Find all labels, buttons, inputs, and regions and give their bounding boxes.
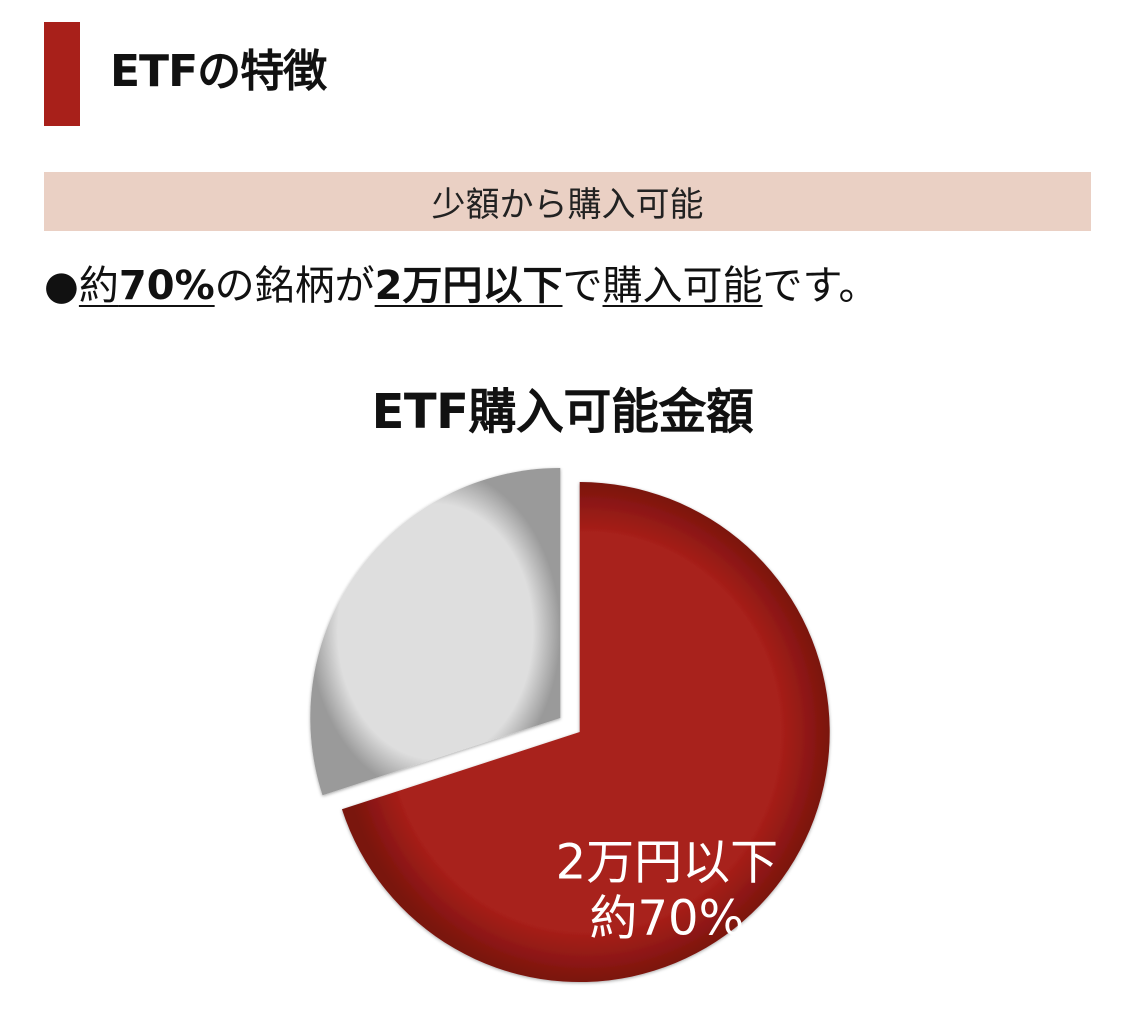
statement-part-amount: 2万円以下 bbox=[374, 263, 563, 309]
pie-slice-1 bbox=[341, 482, 830, 983]
page-title: ETFの特徴 bbox=[110, 46, 327, 97]
statement-part-approx: 約 bbox=[78, 263, 119, 309]
statement-part-percent: 70% bbox=[118, 263, 215, 309]
feature-statement: ●約70%の銘柄が2万円以下で購入可能です。 bbox=[44, 258, 879, 314]
pie-slice-label-range: 2万円以下 bbox=[556, 834, 779, 890]
section-band-label: 少額から購入可能 bbox=[431, 185, 704, 225]
chart-title: ETF購入可能金額 bbox=[371, 384, 754, 440]
statement-bullet: ● bbox=[44, 263, 79, 309]
pie-slice-label-percent: 約70% bbox=[590, 890, 745, 946]
statement-part-brands: の銘柄が bbox=[214, 263, 375, 309]
statement-part-purchasable: 購入可能 bbox=[602, 263, 763, 309]
pie-slice-2 bbox=[310, 467, 561, 796]
title-accent-bar bbox=[44, 22, 80, 126]
section-band: 少額から購入可能 bbox=[44, 172, 1091, 231]
statement-part-de: で bbox=[562, 263, 603, 309]
statement-part-desu: です。 bbox=[762, 263, 879, 309]
